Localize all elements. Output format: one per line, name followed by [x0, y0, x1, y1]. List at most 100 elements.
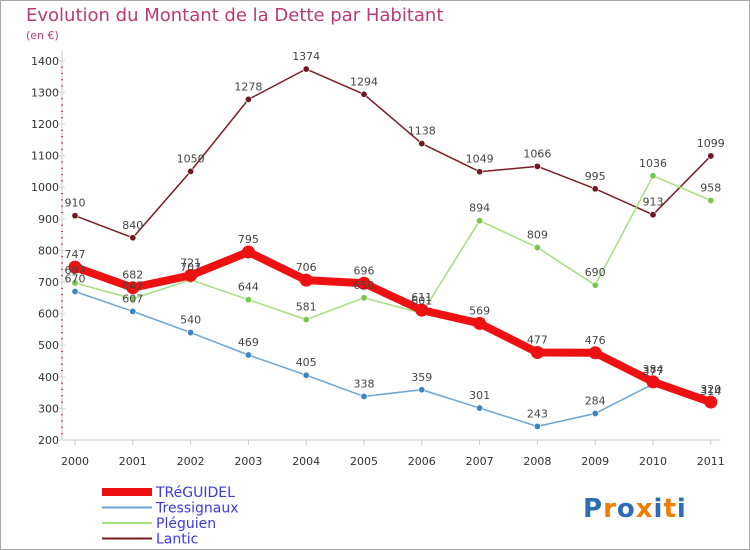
data-label: 1099 [697, 137, 725, 150]
data-point [649, 172, 657, 180]
data-label: 707 [180, 261, 201, 274]
data-point [591, 185, 599, 193]
data-label: 696 [354, 264, 375, 277]
y-tick-label: 500 [38, 339, 59, 352]
chart-subtitle: (en €) [26, 29, 59, 42]
data-point [591, 409, 599, 417]
data-label: 809 [527, 229, 548, 242]
data-label: 405 [296, 356, 317, 369]
y-tick-label: 200 [38, 434, 59, 447]
y-tick-label: 800 [38, 244, 59, 257]
proxiti-logo: Proxiti [583, 494, 687, 524]
data-point [129, 234, 137, 242]
data-point [533, 162, 541, 170]
x-tick-label: 2005 [350, 455, 378, 468]
x-tick-label: 2007 [466, 455, 494, 468]
y-tick-label: 1400 [31, 55, 59, 68]
data-point [244, 296, 252, 304]
data-point [591, 281, 599, 289]
y-tick-label: 700 [38, 276, 59, 289]
x-tick-label: 2011 [697, 455, 725, 468]
chart-title: Evolution du Montant de la Dette par Hab… [26, 5, 444, 26]
x-tick-label: 2009 [581, 455, 609, 468]
x-tick-label: 2006 [408, 455, 436, 468]
data-point [476, 404, 484, 412]
data-point [530, 345, 544, 359]
legend-label: Tressignaux [155, 501, 239, 517]
logo-letter: i [676, 494, 687, 524]
data-label: 650 [354, 279, 375, 292]
data-point [187, 329, 195, 337]
y-tick-label: 1300 [31, 86, 59, 99]
data-point [707, 152, 715, 160]
data-point [707, 196, 715, 204]
logo-letter: x [635, 494, 654, 524]
data-point [533, 244, 541, 252]
data-label: 569 [469, 304, 490, 317]
data-label: 747 [65, 248, 86, 261]
y-tick-label: 900 [38, 213, 59, 226]
data-point [241, 245, 255, 259]
data-point [533, 422, 541, 430]
data-label: 581 [296, 301, 317, 314]
series-line-Lantic [74, 68, 712, 239]
legend-label: Lantic [156, 532, 198, 548]
data-label: 469 [238, 336, 259, 349]
data-label: 913 [643, 196, 664, 209]
data-label: 320 [700, 383, 721, 396]
data-label: 1138 [408, 125, 436, 138]
y-tick-label: 1100 [31, 150, 59, 163]
data-label: 894 [469, 202, 490, 215]
data-point [649, 211, 657, 219]
data-point [187, 167, 195, 175]
data-label: 477 [527, 333, 548, 346]
logo-letter: P [583, 494, 604, 524]
x-tick-label: 2002 [177, 455, 205, 468]
y-tick-label: 300 [38, 402, 59, 415]
data-label: 377 [643, 365, 664, 378]
x-tick-label: 2000 [61, 455, 89, 468]
data-label: 840 [122, 219, 143, 232]
data-label: 243 [527, 407, 548, 420]
data-label: 540 [180, 314, 201, 327]
data-point [68, 260, 82, 274]
data-label: 601 [411, 294, 432, 307]
data-label: 697 [65, 264, 86, 277]
data-point [71, 287, 79, 295]
y-tick-label: 1000 [31, 181, 59, 194]
series-line-TRéGUIDEL [73, 247, 713, 406]
data-point [418, 386, 426, 394]
data-label: 611 [411, 291, 432, 304]
data-point [129, 307, 137, 315]
logo-letter: i [653, 494, 664, 524]
data-label: 690 [585, 266, 606, 279]
data-label: 910 [65, 197, 86, 210]
x-tick-label: 2004 [292, 455, 320, 468]
data-label: 670 [65, 272, 86, 285]
data-point [302, 316, 310, 324]
data-point [244, 95, 252, 103]
data-label: 958 [700, 181, 721, 194]
data-point [704, 395, 718, 409]
series-line-Tressignaux [74, 290, 712, 428]
data-label: 314 [700, 385, 721, 398]
series-line-Pléguien [74, 175, 712, 321]
data-point [129, 295, 137, 303]
logo-letter: r [603, 494, 617, 524]
data-label: 1278 [234, 80, 262, 93]
data-point [360, 294, 368, 302]
data-label: 644 [238, 281, 259, 294]
data-label: 795 [238, 233, 259, 246]
data-label: 1374 [292, 50, 320, 63]
data-label: 384 [643, 363, 664, 376]
y-tick-label: 400 [38, 371, 59, 384]
x-tick-label: 2010 [639, 455, 667, 468]
data-label: 1294 [350, 75, 378, 88]
data-label: 1036 [639, 157, 667, 170]
data-point [360, 392, 368, 400]
y-tick-label: 1200 [31, 118, 59, 131]
data-label: 682 [122, 269, 143, 282]
data-label: 284 [585, 394, 606, 407]
data-label: 301 [469, 389, 490, 402]
